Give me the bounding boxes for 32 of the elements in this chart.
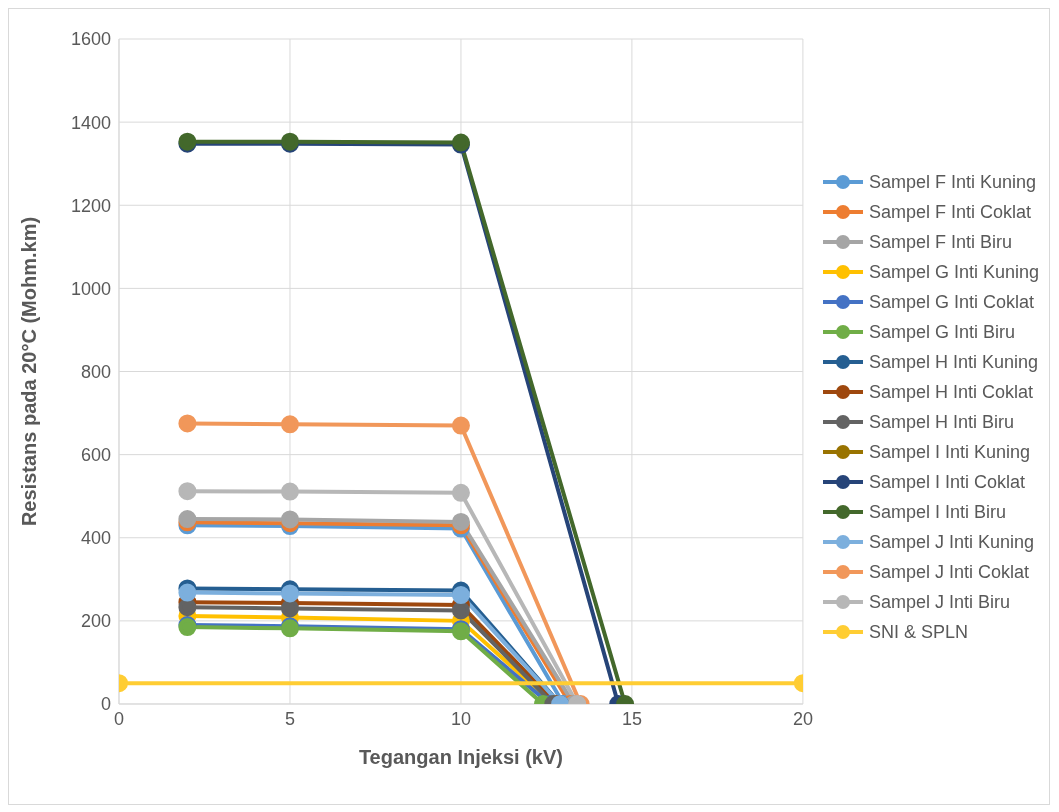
legend-label: Sampel G Inti Kuning — [868, 260, 1039, 284]
y-tick-label: 1200 — [70, 195, 111, 216]
x-tick-label: 5 — [284, 708, 295, 729]
x-tick-label: 10 — [450, 708, 471, 729]
legend-label: Sampel F Inti Biru — [868, 230, 1012, 254]
legend-label: Sampel J Inti Biru — [868, 590, 1010, 614]
y-tick-label: 200 — [80, 611, 111, 632]
y-tick-label: 800 — [80, 361, 111, 382]
y-tick-label: 1000 — [70, 278, 111, 299]
legend-label: Sampel H Inti Kuning — [868, 350, 1038, 374]
legend-label: Sampel F Inti Coklat — [868, 200, 1031, 224]
x-tick-label: 15 — [621, 708, 642, 729]
legend-label: Sampel J Inti Coklat — [868, 560, 1029, 584]
y-tick-label: 600 — [80, 445, 111, 466]
legend-label: Sampel J Inti Kuning — [868, 530, 1034, 554]
y-axis-title: Resistans pada 20°C (Mohm.km) — [18, 216, 41, 527]
legend-label: Sampel H Inti Coklat — [868, 380, 1033, 404]
legend-label: Sampel H Inti Biru — [868, 410, 1014, 434]
x-tick-label: 0 — [113, 708, 125, 729]
legend-label: Sampel I Inti Biru — [868, 500, 1006, 524]
y-tick-label: 1400 — [70, 112, 111, 133]
y-tick-label: 400 — [80, 528, 111, 549]
y-tick-label: 1600 — [70, 29, 111, 50]
legend-label: Sampel F Inti Kuning — [868, 170, 1036, 194]
x-tick-label: 20 — [792, 708, 813, 729]
legend-label: SNI & SPLN — [868, 620, 968, 644]
legend-label: Sampel I Inti Kuning — [868, 440, 1030, 464]
x-axis-title: Tegangan Injeksi (kV) — [358, 746, 564, 768]
legend-label: Sampel I Inti Coklat — [868, 470, 1025, 494]
legend-label: Sampel G Inti Biru — [868, 320, 1015, 344]
legend-label: Sampel G Inti Coklat — [868, 290, 1034, 314]
y-tick-label: 0 — [100, 694, 111, 715]
